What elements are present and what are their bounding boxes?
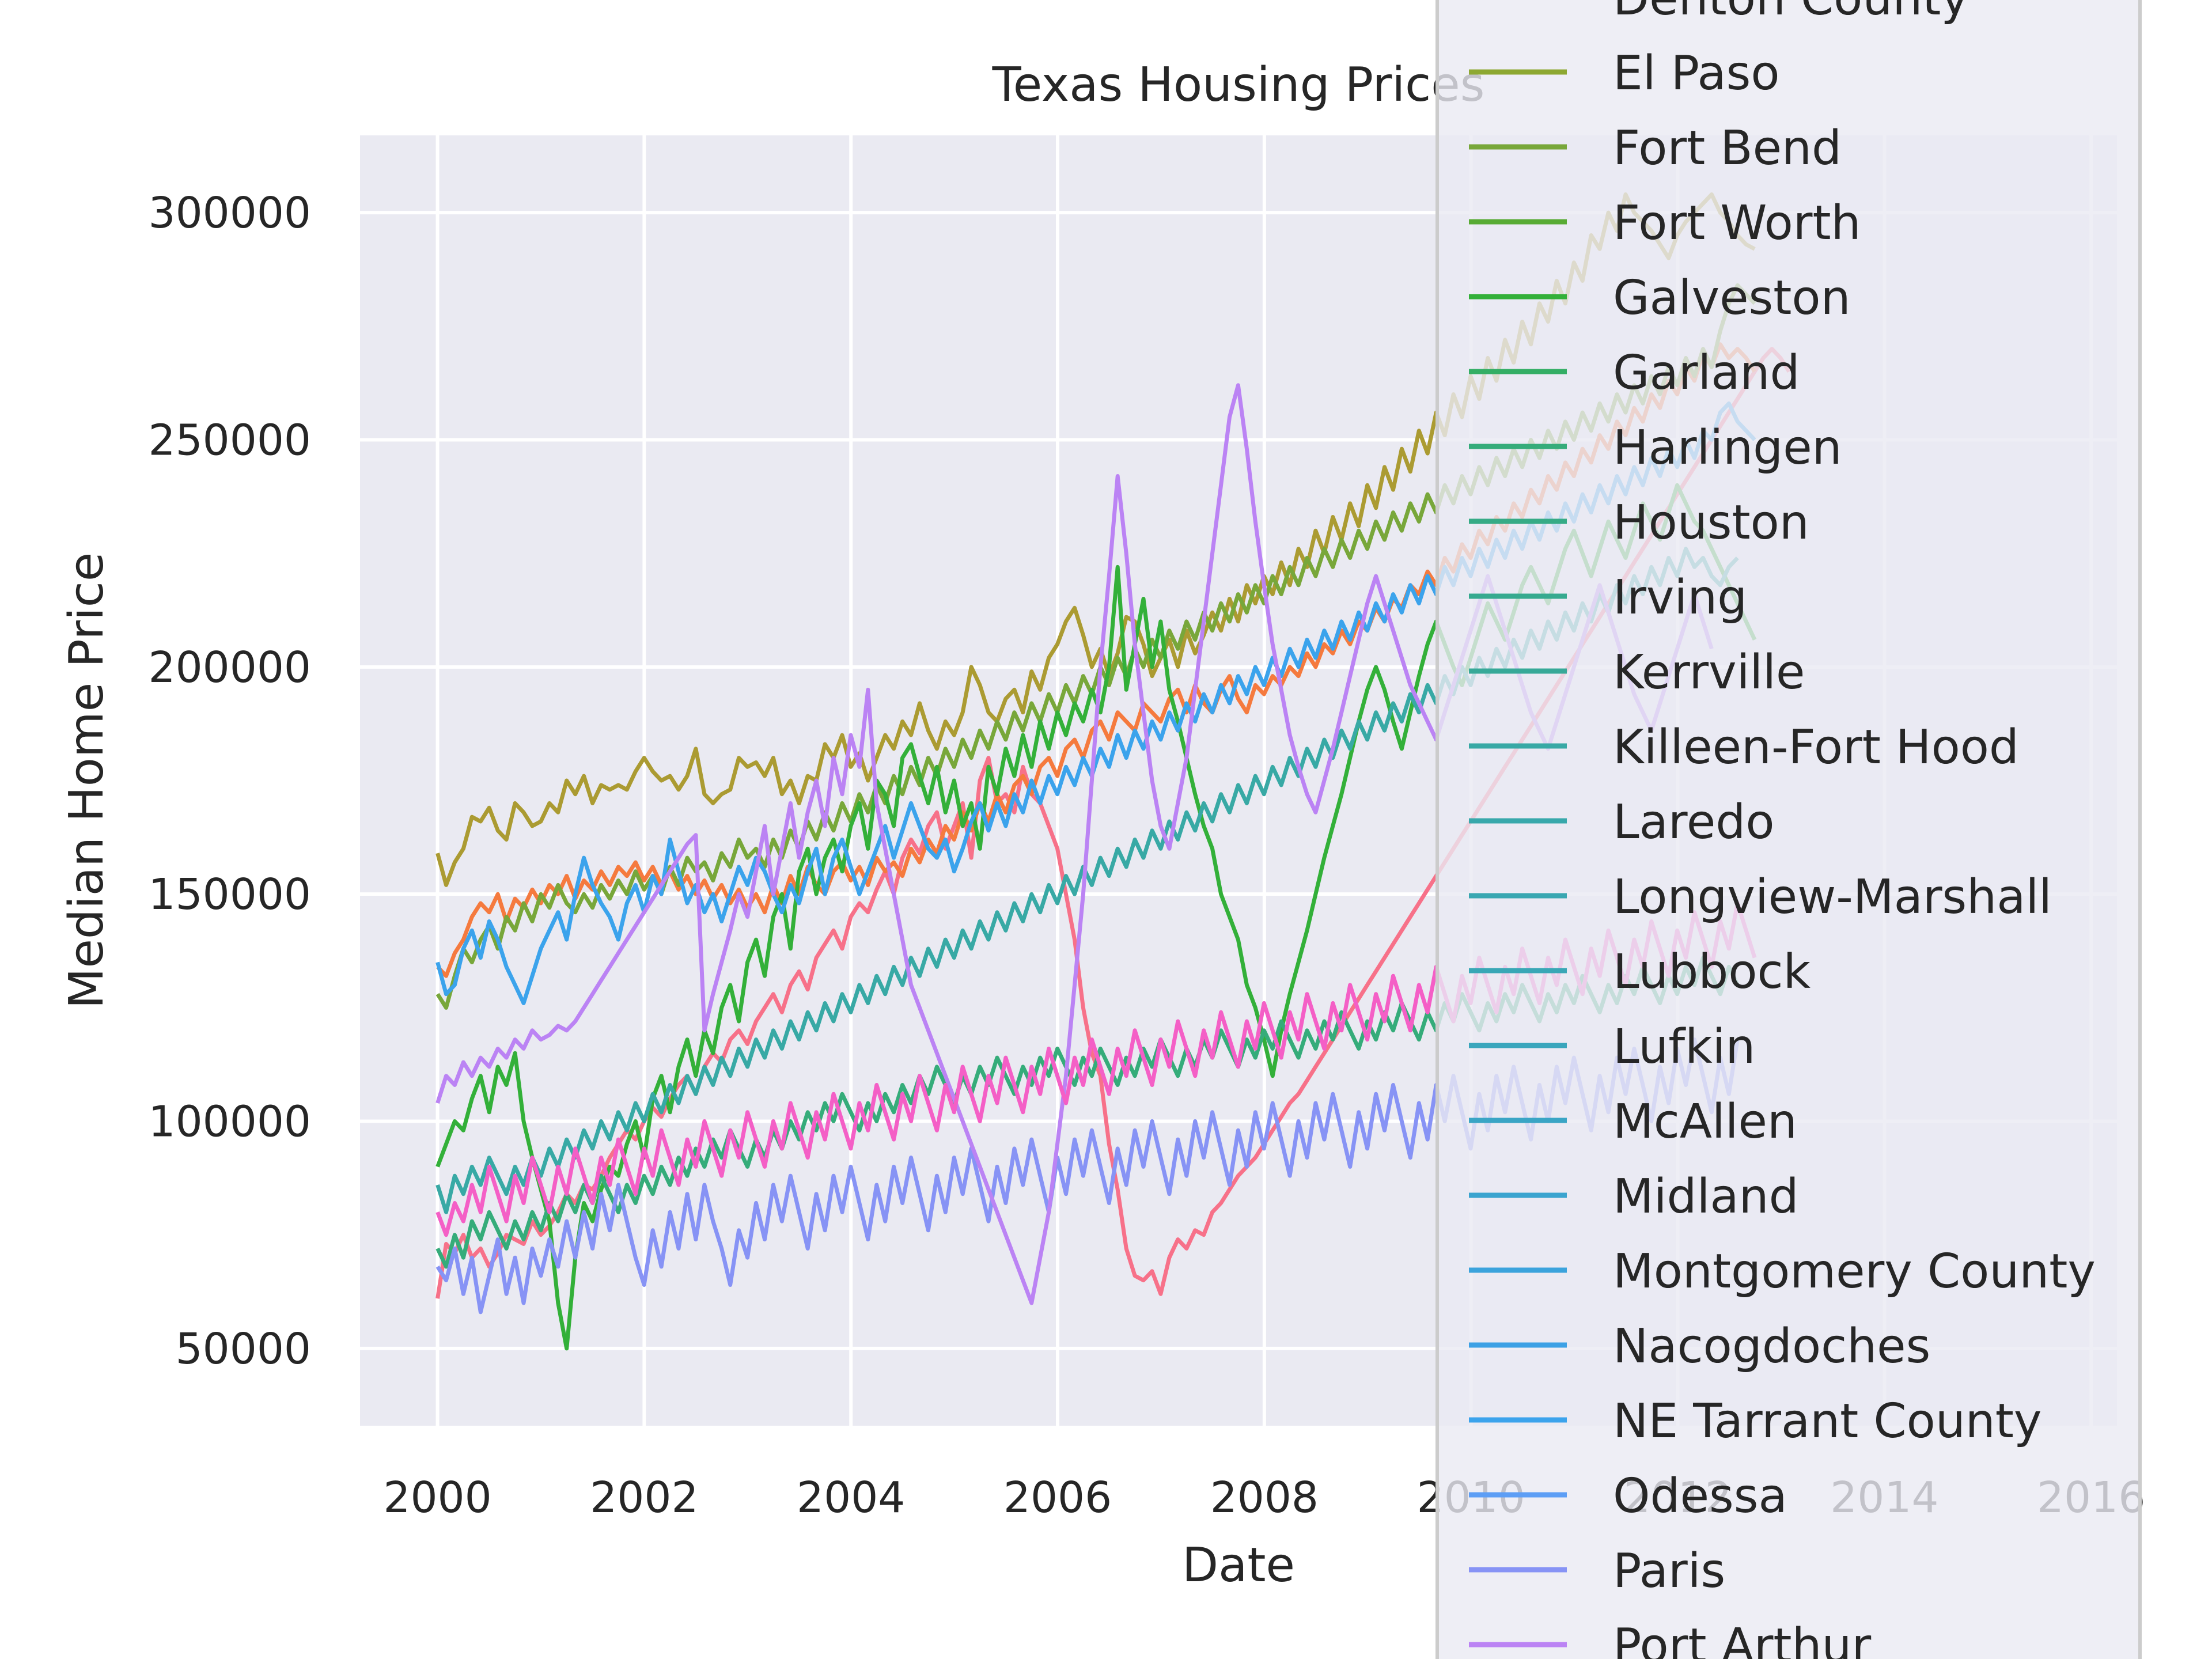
y-axis-label: Median Home Price <box>59 552 114 1009</box>
legend-entry: Kerrville <box>1469 645 1805 700</box>
legend-items: Denton County El Paso Fort Bend Fort Worth G… <box>1469 0 2096 1659</box>
chart-title: Texas Housing Prices <box>992 58 1485 112</box>
legend-entry: Longview-Marshall <box>1469 870 2052 925</box>
legend-label: Galveston <box>1613 271 1851 325</box>
legend-entry: Galveston <box>1469 271 1851 325</box>
legend-label: Nacogdoches <box>1613 1319 1930 1374</box>
x-tick-label: 2006 <box>1003 1473 1112 1522</box>
legend-label: Longview-Marshall <box>1613 870 2052 925</box>
x-tick-label: 2004 <box>797 1473 905 1522</box>
legend-entry: Denton County <box>1613 0 1969 26</box>
legend-label: Houston <box>1613 495 1809 550</box>
legend-label: Killeen-Fort Hood <box>1613 720 2019 775</box>
legend-entry: Harlingen <box>1469 421 1842 475</box>
legend-entry: Nacogdoches <box>1469 1319 1930 1374</box>
legend-entry: Odessa <box>1469 1469 1787 1524</box>
x-tick-label: 2000 <box>383 1473 491 1522</box>
legend-label: NE Tarrant County <box>1613 1394 2041 1449</box>
legend-label: Lufkin <box>1613 1020 1755 1074</box>
y-tick-label: 250000 <box>149 415 312 465</box>
legend-entry: Lufkin <box>1469 1020 1755 1074</box>
y-tick-label: 200000 <box>149 643 312 692</box>
legend-entry: Midland <box>1469 1169 1799 1224</box>
legend-label: Irving <box>1613 570 1747 625</box>
y-axis-ticks: 50000 100000 150000 200000 250000 300000 <box>149 188 312 1374</box>
legend-label: Fort Worth <box>1613 196 1861 251</box>
y-tick-label: 100000 <box>149 1097 312 1147</box>
y-tick-label: 50000 <box>176 1324 311 1374</box>
legend-entry: Paris <box>1469 1544 1725 1599</box>
legend-entry: Irving <box>1469 570 1747 625</box>
legend-entry: Montgomery County <box>1469 1244 2096 1299</box>
legend-label: Garland <box>1613 346 1800 400</box>
legend-label: Odessa <box>1613 1469 1787 1524</box>
legend-label: Fort Bend <box>1613 121 1842 176</box>
legend-label: Montgomery County <box>1613 1244 2096 1299</box>
legend-label: Lubbock <box>1613 945 1811 999</box>
legend-label: Harlingen <box>1613 421 1842 475</box>
legend-label: Laredo <box>1613 795 1775 850</box>
legend-entry: Fort Bend <box>1469 121 1842 176</box>
legend-label: Midland <box>1613 1169 1799 1224</box>
y-tick-label: 300000 <box>149 188 312 238</box>
legend-label: McAllen <box>1613 1094 1797 1149</box>
legend-entry: NE Tarrant County <box>1469 1394 2041 1449</box>
legend-label: Kerrville <box>1613 645 1805 700</box>
legend-entry: Houston <box>1469 495 1809 550</box>
legend-entry: Fort Worth <box>1469 196 1861 251</box>
x-axis-label: Date <box>1182 1538 1295 1593</box>
legend-entry: Port Arthur <box>1469 1619 1872 1659</box>
legend-label: El Paso <box>1613 46 1780 101</box>
legend: Denton County El Paso Fort Bend Fort Worth G… <box>1435 0 2142 1659</box>
x-tick-label: 2002 <box>590 1473 698 1522</box>
legend-entry: Lubbock <box>1469 945 1811 999</box>
x-tick-label: 2008 <box>1210 1473 1319 1522</box>
legend-box <box>1435 0 2142 1659</box>
legend-entry: Laredo <box>1469 795 1775 850</box>
legend-entry: El Paso <box>1469 46 1780 101</box>
legend-entry: Killeen-Fort Hood <box>1469 720 2019 775</box>
legend-label: Denton County <box>1613 0 1969 26</box>
legend-entry: McAllen <box>1469 1094 1797 1149</box>
legend-entry: Garland <box>1469 346 1800 400</box>
legend-label: Port Arthur <box>1613 1619 1872 1659</box>
y-tick-label: 150000 <box>149 870 312 919</box>
legend-label: Paris <box>1613 1544 1725 1599</box>
